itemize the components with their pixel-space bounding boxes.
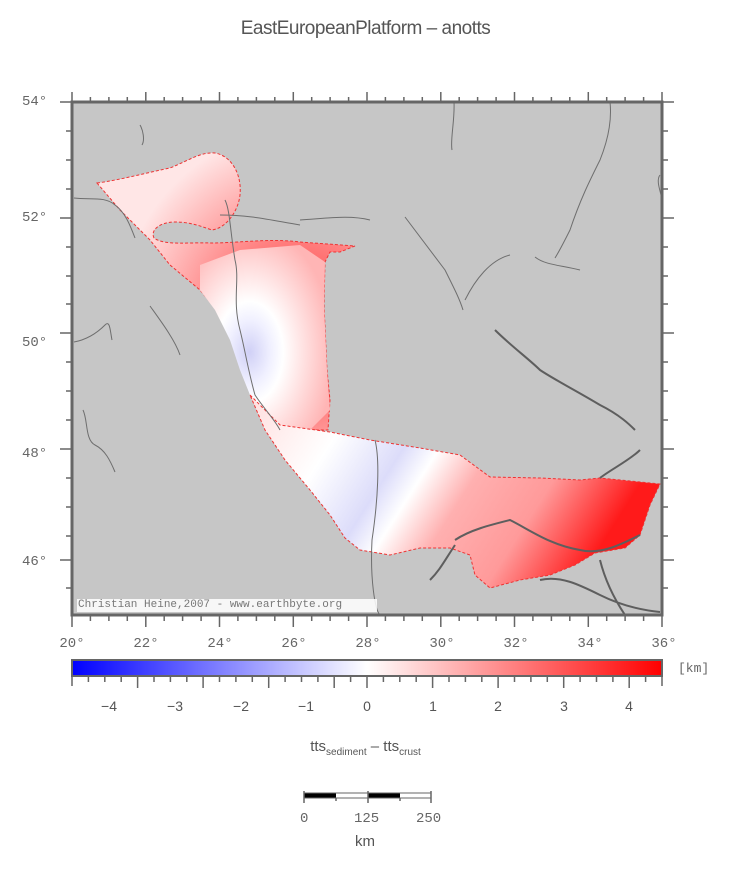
lon-label-20: 20° bbox=[59, 636, 85, 652]
lat-label-52: 52° bbox=[22, 210, 48, 226]
lon-label-22: 22° bbox=[133, 636, 159, 652]
colorbar-label-0: 0 bbox=[363, 698, 371, 714]
colorbar-label--2: −2 bbox=[233, 698, 249, 714]
lat-label-50: 50° bbox=[22, 335, 48, 351]
scale-label-0: 0 bbox=[300, 811, 309, 827]
colorbar-label--4: −4 bbox=[101, 698, 117, 714]
formula-sub2: crust bbox=[399, 747, 421, 758]
scale-label-250: 250 bbox=[416, 811, 442, 827]
lon-label-32: 32° bbox=[503, 636, 529, 652]
data-region-south bbox=[249, 394, 661, 589]
lon-label-26: 26° bbox=[281, 636, 307, 652]
rivers bbox=[73, 102, 662, 615]
colorbar-label-3: 3 bbox=[560, 698, 568, 714]
axis-ticks bbox=[60, 92, 674, 627]
credit-box bbox=[77, 599, 377, 612]
colorbar bbox=[71, 659, 663, 688]
formula-term2: tts bbox=[383, 738, 400, 755]
lat-label-48: 48° bbox=[22, 446, 48, 462]
colorbar-label--3: −3 bbox=[167, 698, 183, 714]
colorbar-formula: ttssediment – ttscrust bbox=[0, 738, 731, 758]
colorbar-units: [km] bbox=[678, 661, 710, 676]
scale-bar bbox=[303, 791, 432, 803]
lon-label-34: 34° bbox=[577, 636, 603, 652]
credit-text: Christian Heine,2007 - www.earthbyte.org bbox=[78, 599, 343, 611]
scale-unit: km bbox=[355, 833, 375, 850]
data-region-middle bbox=[200, 245, 330, 440]
scale-label-125: 125 bbox=[354, 811, 380, 827]
colorbar-label--1: −1 bbox=[298, 698, 314, 714]
lat-label-54: 54° bbox=[22, 94, 48, 110]
lon-label-36: 36° bbox=[651, 636, 677, 652]
formula-term1: tts bbox=[310, 738, 327, 755]
formula-sub1: sediment bbox=[326, 747, 367, 758]
coastlines bbox=[429, 329, 661, 615]
lon-label-28: 28° bbox=[355, 636, 381, 652]
lon-label-24: 24° bbox=[207, 636, 233, 652]
colorbar-label-2: 2 bbox=[494, 698, 502, 714]
colorbar-label-4: 4 bbox=[625, 698, 633, 714]
lon-label-30: 30° bbox=[429, 636, 455, 652]
formula-minus: – bbox=[366, 738, 384, 755]
lat-label-46: 46° bbox=[22, 554, 48, 570]
map-title: EastEuropeanPlatform – anotts bbox=[240, 18, 491, 39]
colorbar-label-1: 1 bbox=[429, 698, 437, 714]
